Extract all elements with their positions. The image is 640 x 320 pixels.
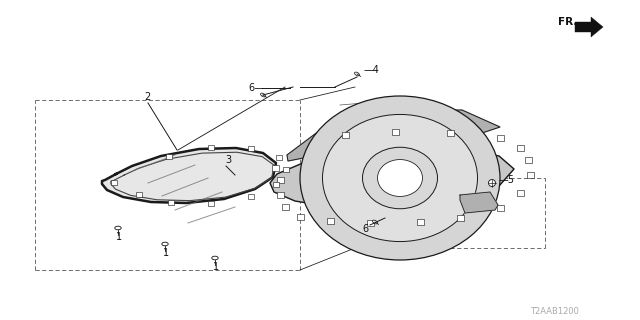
Text: 1: 1 xyxy=(163,248,169,258)
Text: FR.: FR. xyxy=(558,17,577,27)
Ellipse shape xyxy=(212,256,218,260)
Bar xyxy=(497,135,504,141)
Bar xyxy=(277,177,284,183)
Ellipse shape xyxy=(300,96,500,260)
Ellipse shape xyxy=(162,242,168,246)
Bar xyxy=(497,205,504,211)
Bar xyxy=(367,220,374,226)
Bar xyxy=(168,200,174,205)
Polygon shape xyxy=(270,148,514,208)
Bar xyxy=(457,215,464,221)
Polygon shape xyxy=(460,192,498,213)
Bar xyxy=(517,190,524,196)
Bar xyxy=(517,145,524,151)
Bar xyxy=(272,165,279,171)
Bar xyxy=(297,214,304,220)
Polygon shape xyxy=(102,148,276,203)
Ellipse shape xyxy=(372,220,378,224)
Bar xyxy=(111,180,117,185)
Bar xyxy=(248,194,254,199)
Bar xyxy=(166,154,172,159)
Bar xyxy=(283,167,289,172)
Text: T2AAB1200: T2AAB1200 xyxy=(530,307,579,316)
Bar xyxy=(273,182,279,187)
Bar xyxy=(248,146,254,151)
Text: 6: 6 xyxy=(362,224,368,234)
Ellipse shape xyxy=(378,160,422,196)
Text: 1: 1 xyxy=(213,262,219,272)
Bar xyxy=(208,145,214,150)
Text: 3: 3 xyxy=(225,155,231,165)
Bar xyxy=(447,130,454,136)
Ellipse shape xyxy=(260,93,266,97)
Text: 2: 2 xyxy=(144,92,150,102)
Bar xyxy=(327,218,334,224)
Bar xyxy=(136,192,142,197)
Bar xyxy=(342,132,349,138)
Bar xyxy=(282,204,289,210)
Bar xyxy=(527,172,534,178)
Text: 1: 1 xyxy=(116,232,122,242)
Circle shape xyxy=(488,180,495,187)
Ellipse shape xyxy=(355,72,360,76)
Ellipse shape xyxy=(362,147,438,209)
Polygon shape xyxy=(575,17,603,37)
Bar xyxy=(276,155,282,160)
Ellipse shape xyxy=(323,115,477,242)
Bar xyxy=(417,219,424,225)
Bar xyxy=(208,201,214,206)
Text: —5: —5 xyxy=(499,175,515,185)
Bar xyxy=(392,129,399,135)
Bar xyxy=(277,192,284,198)
Bar xyxy=(525,157,532,163)
Ellipse shape xyxy=(115,226,121,230)
Polygon shape xyxy=(287,110,500,161)
Text: —4: —4 xyxy=(364,65,380,75)
Text: 6—: 6— xyxy=(248,83,264,93)
